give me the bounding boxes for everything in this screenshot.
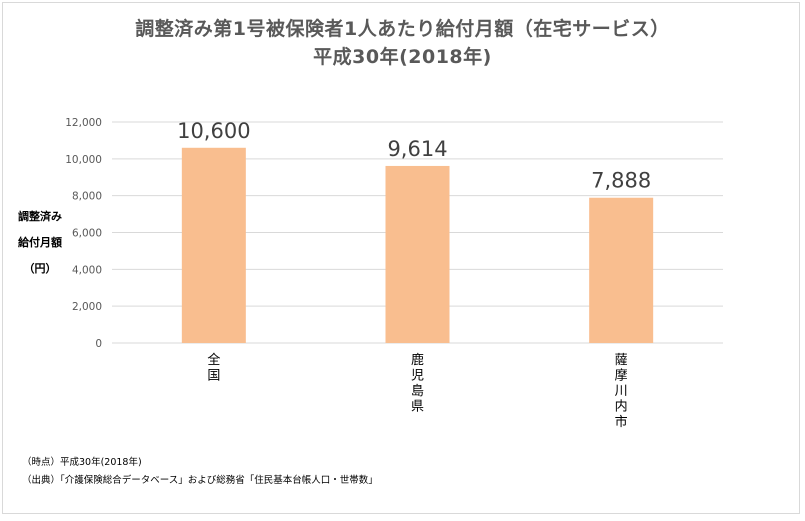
data-label: 7,888 bbox=[591, 169, 651, 193]
y-axis-label-line-3: （円） bbox=[23, 262, 57, 275]
data-label: 9,614 bbox=[387, 137, 447, 161]
bar bbox=[181, 147, 246, 343]
y-tick-label: 0 bbox=[95, 338, 102, 350]
data-label: 10,600 bbox=[177, 119, 250, 143]
y-axis-label-line-2: 給付月額 bbox=[18, 236, 62, 249]
note-source: （出典）「介護保険総合データベース」および総務省「住民基本台帳人口・世帯数」 bbox=[22, 475, 378, 486]
note-time: （時点）平成30年(2018年) bbox=[22, 457, 142, 468]
x-tick-label: 鹿児島県 bbox=[411, 352, 424, 415]
y-tick-label: 4,000 bbox=[72, 264, 102, 276]
y-tick-label: 10,000 bbox=[65, 154, 102, 166]
y-tick-label: 2,000 bbox=[72, 301, 102, 313]
y-tick-label: 8,000 bbox=[72, 191, 102, 203]
y-tick-label: 12,000 bbox=[65, 117, 102, 129]
x-tick-label: 薩摩川内市 bbox=[615, 353, 628, 430]
y-axis-label: 調整済み 給付月額 （円） bbox=[8, 204, 72, 282]
x-tick-label: 全国 bbox=[207, 352, 220, 384]
chart-title: 調整済み第1号被保険者1人あたり給付月額（在宅サービス） bbox=[135, 18, 670, 40]
notes: （時点）平成30年(2018年) （出典）「介護保険総合データベース」および総務… bbox=[22, 454, 378, 490]
bar bbox=[589, 197, 654, 343]
y-tick-label: 6,000 bbox=[72, 228, 102, 240]
chart-subtitle: 平成30年(2018年) bbox=[313, 46, 492, 68]
y-axis-label-line-1: 調整済み bbox=[18, 210, 62, 223]
bar bbox=[385, 165, 450, 343]
